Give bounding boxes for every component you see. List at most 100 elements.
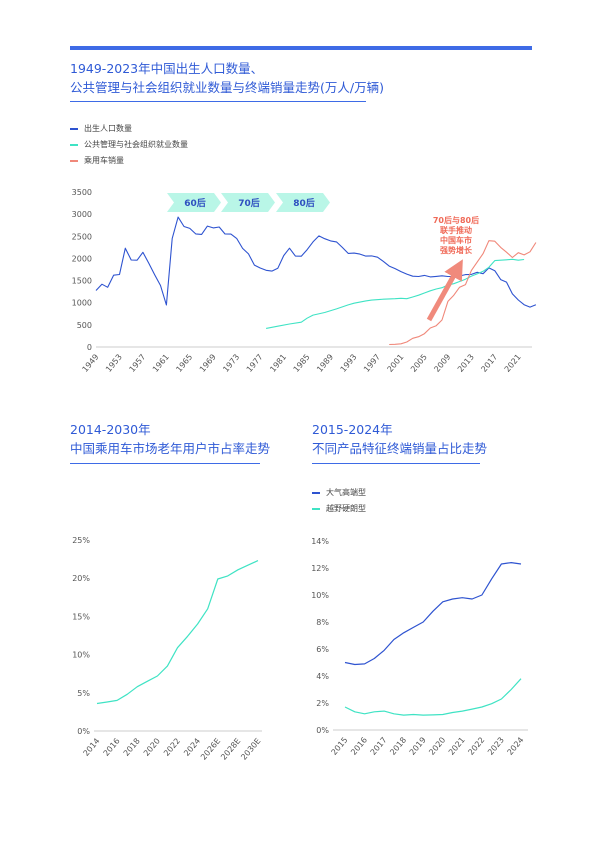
chart1-title-underline: [70, 101, 366, 102]
annotation-text: 70后与80后: [433, 215, 479, 225]
legend-swatch: [70, 128, 78, 130]
chart1-title: 1949-2023年中国出生人口数量、 公共管理与社会组织就业数量与终端销量走势…: [70, 59, 384, 97]
legend-swatch: [312, 508, 320, 510]
chart3-title-line2: 不同产品特征终端销量占比走势: [312, 441, 488, 456]
chart1-title-line2: 公共管理与社会组织就业数量与终端销量走势(万人/万辆): [70, 80, 384, 95]
chart3-legend: 大气高端型 越野硬朗型: [312, 485, 366, 517]
chart3-title-underline: [312, 463, 480, 464]
chart3-y-tick-label: 2%: [316, 699, 329, 708]
legend-label: 乘用车销量: [84, 156, 124, 165]
chart1-y-tick-label: 3000: [72, 210, 92, 219]
chart2-title-line2: 中国乘用车市场老年用户市占率走势: [70, 441, 271, 456]
chart1-legend: 出生人口数量 公共管理与社会组织就业数量 乘用车销量: [70, 121, 188, 169]
elderly-share-line: [96, 560, 259, 705]
chart3-y-tick-label: 4%: [316, 672, 329, 681]
premium-series-line: [344, 562, 522, 666]
chart2-title-underline: [70, 463, 260, 464]
chart1-x-tick-label: 1969: [198, 353, 218, 374]
chart1-y-tick-label: 2500: [72, 232, 92, 241]
chart2-y-tick-label: 5%: [77, 689, 90, 698]
chart1-y-tick-label: 1000: [72, 299, 92, 308]
chart2-title: 2014-2030年 中国乘用车市场老年用户市占率走势: [70, 420, 270, 458]
chart1-legend-item: 出生人口数量: [70, 121, 188, 137]
chart3-y-tick-label: 12%: [311, 564, 329, 573]
chart1-legend-item: 乘用车销量: [70, 153, 188, 169]
chart1-plot: 0 500 1000 1500 2000 2500 3000 3500 1949 1953 1957…: [72, 188, 537, 374]
chart2-x-tick-label: 2026E: [199, 737, 222, 762]
chart1-x-tick-label: 1957: [127, 353, 147, 374]
chart1-y-tick-label: 2000: [72, 254, 92, 263]
generation-tag: [221, 193, 275, 212]
chart3-x-tick-label: 2021: [447, 736, 467, 757]
chart1-x-tick-label: 1981: [268, 353, 288, 374]
chart1-x-tick-label: 1973: [221, 353, 241, 374]
chart3-y-tick-label: 6%: [316, 645, 329, 654]
generation-tag-label: 60后: [184, 197, 206, 209]
chart3-title: 2015-2024年 不同产品特征终端销量占比走势: [312, 420, 487, 458]
legend-swatch: [70, 144, 78, 146]
chart3-x-tick-label: 2024: [506, 736, 526, 757]
chart2-x-tick-label: 2020: [142, 737, 162, 758]
chart1-x-tick-label: 1985: [292, 353, 312, 374]
employment-series-line: [265, 258, 525, 329]
annotation-text: 强势增长: [440, 245, 473, 255]
chart1-y-tick-label: 0: [87, 343, 92, 352]
chart1-x-tick-label: 1989: [315, 353, 335, 374]
chart2-x-tick-label: 2016: [102, 737, 122, 758]
chart2-x-tick-label: 2030E: [239, 737, 262, 762]
chart2-y-tick-label: 25%: [72, 536, 90, 545]
car-sales-series-line: [389, 240, 537, 346]
chart1-x-tick-label: 1953: [104, 353, 124, 374]
chart3-y-tick-label: 14%: [311, 537, 329, 546]
chart3-x-tick-label: 2023: [486, 736, 506, 757]
chart1-x-tick-label: 1993: [339, 353, 359, 374]
chart2-y-tick-label: 0%: [77, 727, 90, 736]
chart3-x-tick-label: 2022: [466, 736, 486, 757]
chart3-x-tick-label: 2015: [330, 736, 350, 757]
chart2-plot: 0%5%10%15%20%25%2014 2016 2018 2020 2022 2024…: [72, 536, 262, 762]
chart3-plot: 0%2%4%6%8%10%12%14%2015 2016 2017 2018 2019 2…: [311, 537, 528, 757]
chart3-y-tick-label: 0%: [316, 726, 329, 735]
legend-label: 大气高端型: [326, 488, 366, 497]
chart3-x-tick-label: 2017: [369, 736, 389, 757]
chart2-y-tick-label: 15%: [72, 612, 90, 621]
generation-tag-label: 70后: [238, 197, 260, 209]
legend-swatch: [312, 492, 320, 494]
chart3-x-tick-label: 2020: [427, 736, 447, 757]
generation-tag: [276, 193, 330, 212]
chart1-x-tick-label: 2009: [432, 353, 452, 374]
annotation-text: 中国车市: [440, 235, 472, 245]
legend-label: 越野硬朗型: [326, 504, 366, 513]
chart2-x-tick-label: 2022: [162, 737, 182, 758]
chart1-x-tick-label: 2001: [386, 353, 406, 374]
chart1-x-tick-label: 1949: [81, 353, 101, 374]
chart2-y-tick-label: 20%: [72, 574, 90, 583]
chart2-title-line1: 2014-2030年: [70, 422, 151, 437]
chart2-x-tick-label: 2014: [82, 737, 102, 758]
top-accent-bar: [70, 46, 532, 50]
chart2-x-tick-label: 2018: [122, 737, 142, 758]
generation-tag-label: 80后: [293, 197, 315, 209]
chart3-title-line1: 2015-2024年: [312, 422, 393, 437]
legend-label: 公共管理与社会组织就业数量: [84, 140, 188, 149]
generation-tag: [167, 193, 221, 212]
chart1-x-tick-label: 2005: [409, 353, 429, 374]
chart1-x-tick-label: 2017: [479, 353, 499, 374]
chart3-x-tick-label: 2016: [349, 736, 369, 757]
chart2-x-tick-label: 2028E: [219, 737, 242, 762]
chart1-y-tick-label: 1500: [72, 277, 92, 286]
chart1-y-tick-label: 3500: [72, 188, 92, 197]
legend-swatch: [70, 160, 78, 162]
chart1-legend-item: 公共管理与社会组织就业数量: [70, 137, 188, 153]
chart1-title-line1: 1949-2023年中国出生人口数量、: [70, 61, 264, 76]
chart3-legend-item: 大气高端型: [312, 485, 366, 501]
chart1-x-tick-label: 2013: [456, 353, 476, 374]
offroad-series-line: [344, 678, 522, 716]
annotation-text: 联手推动: [440, 225, 472, 235]
chart3-x-tick-label: 2019: [408, 736, 428, 757]
chart1-x-tick-label: 2021: [503, 353, 523, 374]
chart1-x-tick-label: 1977: [245, 353, 265, 374]
chart1-x-tick-label: 1965: [174, 353, 194, 374]
chart1-x-tick-label: 1997: [362, 353, 382, 374]
